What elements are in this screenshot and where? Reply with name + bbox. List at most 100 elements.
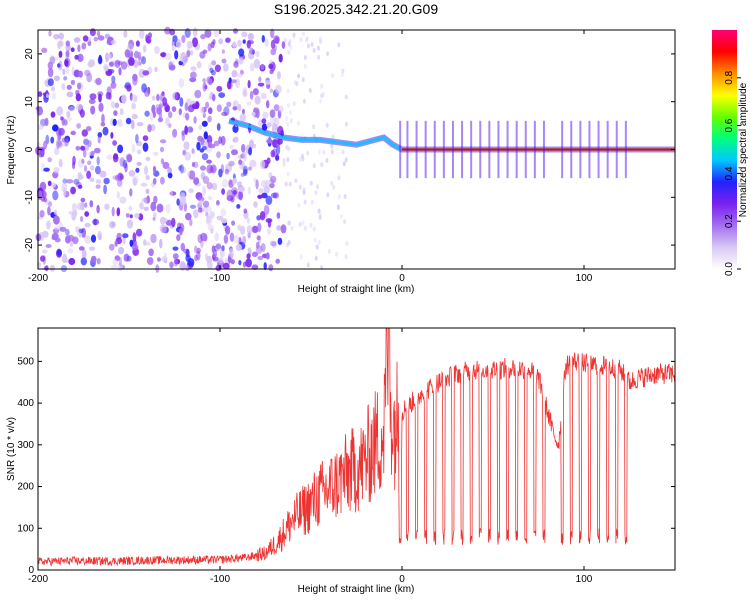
noise-cell [65, 64, 70, 75]
noise-cell [66, 116, 72, 122]
noise-cell [309, 180, 313, 186]
noise-cell [286, 121, 290, 127]
noise-cell [268, 178, 275, 184]
snr-y-ticks: 0 100 200 300 400 500 [17, 356, 675, 576]
noise-cell [276, 138, 283, 145]
noise-cell [60, 116, 64, 121]
y-tick-label: 100 [17, 523, 34, 534]
noise-cell [214, 64, 221, 73]
noise-cell [75, 225, 79, 233]
noise-cell [341, 68, 345, 74]
spectrogram-xlabel: Height of straight line (km) [298, 284, 415, 295]
noise-cell [232, 124, 239, 133]
noise-cell [75, 93, 82, 102]
noise-cell [110, 265, 118, 270]
noise-cell [160, 52, 167, 58]
noise-cell [124, 162, 128, 173]
noise-cell [179, 261, 186, 271]
noise-cell [326, 51, 330, 57]
noise-cell [132, 232, 137, 242]
noise-cell [196, 251, 201, 261]
y-tick-label: -10 [24, 190, 35, 205]
noise-cell [86, 170, 92, 179]
noise-cell [221, 245, 225, 252]
noise-cell [109, 221, 116, 229]
noise-cell [287, 50, 291, 55]
noise-cell [159, 146, 165, 153]
noise-cell [112, 154, 119, 163]
noise-cell [131, 93, 137, 103]
noise-cell [64, 138, 69, 147]
noise-cell [303, 225, 307, 231]
noise-cell [330, 143, 334, 149]
noise-cell [289, 109, 292, 115]
noise-cell [40, 255, 46, 262]
noise-cell [77, 184, 83, 189]
noise-cell [58, 158, 63, 168]
noise-cell [172, 35, 178, 43]
noise-cell [255, 50, 260, 57]
noise-cell [273, 35, 280, 44]
noise-cell [202, 49, 208, 54]
noise-cell [260, 64, 265, 70]
noise-cell [181, 35, 186, 43]
noise-cell [150, 233, 157, 244]
noise-cell [297, 120, 300, 126]
noise-cell [188, 188, 194, 194]
noise-cell [97, 230, 103, 240]
noise-cell [190, 66, 197, 71]
noise-cell [268, 63, 274, 70]
noise-cell [216, 123, 221, 131]
noise-cell [281, 41, 286, 49]
noise-cell [275, 155, 280, 161]
noise-cell [126, 84, 132, 92]
noise-cell [219, 250, 225, 258]
noise-cell [185, 112, 190, 121]
noise-cell [172, 253, 179, 260]
noise-cell [45, 244, 52, 248]
noise-cell [207, 224, 214, 231]
noise-cell [167, 172, 173, 179]
noise-cell [61, 83, 66, 91]
noise-cell [194, 254, 198, 262]
noise-cell [312, 163, 316, 169]
noise-cell [51, 92, 57, 100]
noise-cell [276, 212, 281, 219]
noise-cell [226, 189, 234, 199]
noise-cell [87, 160, 92, 166]
noise-cell [273, 104, 280, 112]
noise-cell [229, 144, 234, 150]
noise-cell [249, 139, 255, 150]
noise-cell [246, 217, 250, 224]
noise-cell [129, 188, 133, 197]
noise-cell [116, 207, 121, 217]
noise-cell [62, 253, 67, 263]
noise-cell [207, 206, 212, 213]
noise-cell [114, 255, 121, 262]
noise-cell [39, 181, 47, 192]
noise-cell [200, 239, 204, 249]
noise-cell [110, 101, 116, 109]
noise-cell [182, 54, 188, 65]
noise-cell [152, 165, 157, 174]
x-tick-label: -100 [210, 273, 230, 284]
y-tick-label: 0 [24, 146, 35, 152]
noise-cell [96, 204, 100, 214]
noise-cell [72, 209, 78, 217]
noise-cell [126, 154, 133, 163]
noise-cell [317, 54, 321, 60]
y-tick-label: 300 [17, 440, 34, 451]
noise-cell [231, 187, 238, 195]
noise-cell [143, 196, 151, 204]
noise-cell [232, 41, 237, 48]
noise-cell [114, 59, 121, 68]
noise-cell [64, 58, 69, 67]
noise-cell [51, 235, 56, 240]
noise-cell [285, 144, 289, 150]
noise-cell [268, 264, 274, 272]
noise-cell [156, 107, 163, 115]
noise-cell [206, 159, 213, 164]
noise-cell [135, 228, 143, 237]
colorbar: 0.0 0.2 0.4 0.6 0.8 Normalized spectral ampl… [712, 30, 749, 276]
